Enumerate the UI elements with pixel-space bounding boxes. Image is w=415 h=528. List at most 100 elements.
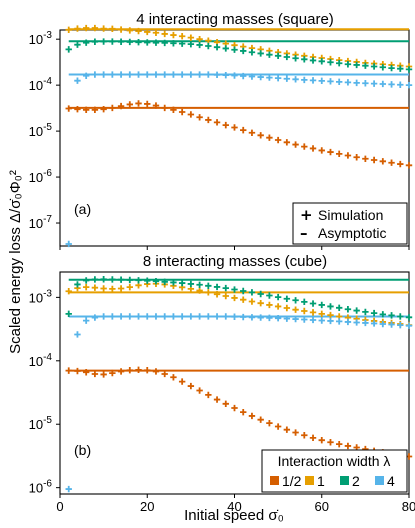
data-point (301, 76, 308, 84)
data-point (292, 315, 299, 323)
data-point (318, 77, 325, 85)
data-point (74, 331, 81, 338)
data-point (135, 27, 142, 35)
panel-b-y-axis: 10-3 10-4 10-5 10-6 (29, 288, 60, 496)
data-point (117, 102, 125, 110)
data-point (231, 46, 238, 53)
data-point (65, 105, 72, 112)
data-point (397, 81, 404, 88)
data-point (82, 283, 90, 291)
data-point (91, 24, 99, 32)
data-point (292, 306, 299, 313)
y-tick-label: 10-7 (29, 214, 53, 231)
data-point (161, 104, 168, 112)
data-point (336, 78, 343, 86)
data-point (117, 26, 125, 33)
data-point (257, 314, 264, 321)
data-point (100, 313, 107, 320)
data-point (170, 71, 177, 78)
data-point (362, 319, 369, 327)
data-point (379, 158, 387, 165)
data-point (301, 307, 308, 315)
data-point (100, 371, 107, 378)
data-point (178, 108, 186, 116)
data-point (388, 81, 395, 88)
data-point (231, 124, 238, 131)
data-point (257, 50, 264, 57)
series-2 (65, 276, 413, 321)
data-point (222, 313, 229, 320)
data-point (152, 368, 160, 375)
data-point (135, 277, 142, 284)
data-point (144, 100, 151, 108)
panel-b: 8 interacting masses (cube) 10-3 10-4 10-5… (29, 253, 415, 514)
data-point (292, 76, 299, 83)
data-point (82, 106, 90, 114)
data-point (309, 77, 317, 84)
data-point (274, 136, 282, 144)
data-point (144, 71, 151, 78)
data-point (379, 311, 387, 318)
data-point (405, 66, 413, 73)
data-point (248, 49, 256, 56)
data-point (205, 289, 212, 296)
data-point (196, 287, 203, 294)
data-point (336, 60, 343, 67)
data-point (109, 25, 116, 33)
data-point (301, 298, 308, 306)
data-point (65, 485, 72, 493)
data-point (318, 147, 325, 154)
data-point (240, 72, 247, 80)
data-point (301, 56, 308, 63)
data-point (327, 439, 334, 446)
data-point (109, 104, 116, 112)
data-point (196, 71, 203, 78)
data-point (170, 279, 177, 286)
data-point (370, 80, 378, 87)
y-tick-label: 10-3 (29, 288, 53, 305)
data-point (91, 106, 99, 114)
data-point (91, 284, 99, 291)
data-point (144, 313, 151, 320)
data-point (292, 297, 299, 304)
x-axis-label: Initial speed σ̇₀ (184, 507, 284, 524)
panel-b-title: 8 interacting masses (cube) (143, 253, 327, 270)
data-point (178, 279, 186, 287)
data-point (397, 65, 404, 72)
data-point (327, 148, 334, 156)
data-point (370, 309, 378, 317)
data-point (170, 31, 177, 39)
data-point (336, 440, 343, 448)
data-point (336, 304, 343, 311)
data-point (240, 126, 247, 134)
legend-asymptotic-label: Asymptotic (318, 225, 386, 241)
data-point (257, 416, 264, 423)
data-point (405, 314, 413, 321)
data-point (370, 63, 378, 70)
data-point (135, 366, 142, 374)
legend-swatch (340, 476, 349, 485)
data-point (327, 59, 334, 66)
x-tick-label: 60 (315, 499, 329, 514)
data-point (309, 316, 317, 324)
data-point (100, 71, 107, 78)
data-point (178, 313, 186, 320)
data-point (100, 105, 107, 113)
data-point (405, 322, 413, 329)
data-point (213, 71, 221, 78)
data-point (135, 39, 142, 46)
data-point (274, 52, 282, 60)
data-point (205, 71, 212, 78)
data-point (109, 71, 116, 78)
series-2 (65, 38, 413, 73)
y-tick-label: 10-3 (29, 30, 53, 47)
data-point (397, 160, 404, 168)
data-point (135, 71, 142, 78)
data-point (161, 278, 168, 285)
data-point (205, 313, 212, 320)
data-point (309, 434, 317, 442)
data-point (327, 303, 334, 310)
data-point (161, 370, 168, 378)
data-point (161, 313, 168, 320)
data-point (248, 412, 256, 420)
